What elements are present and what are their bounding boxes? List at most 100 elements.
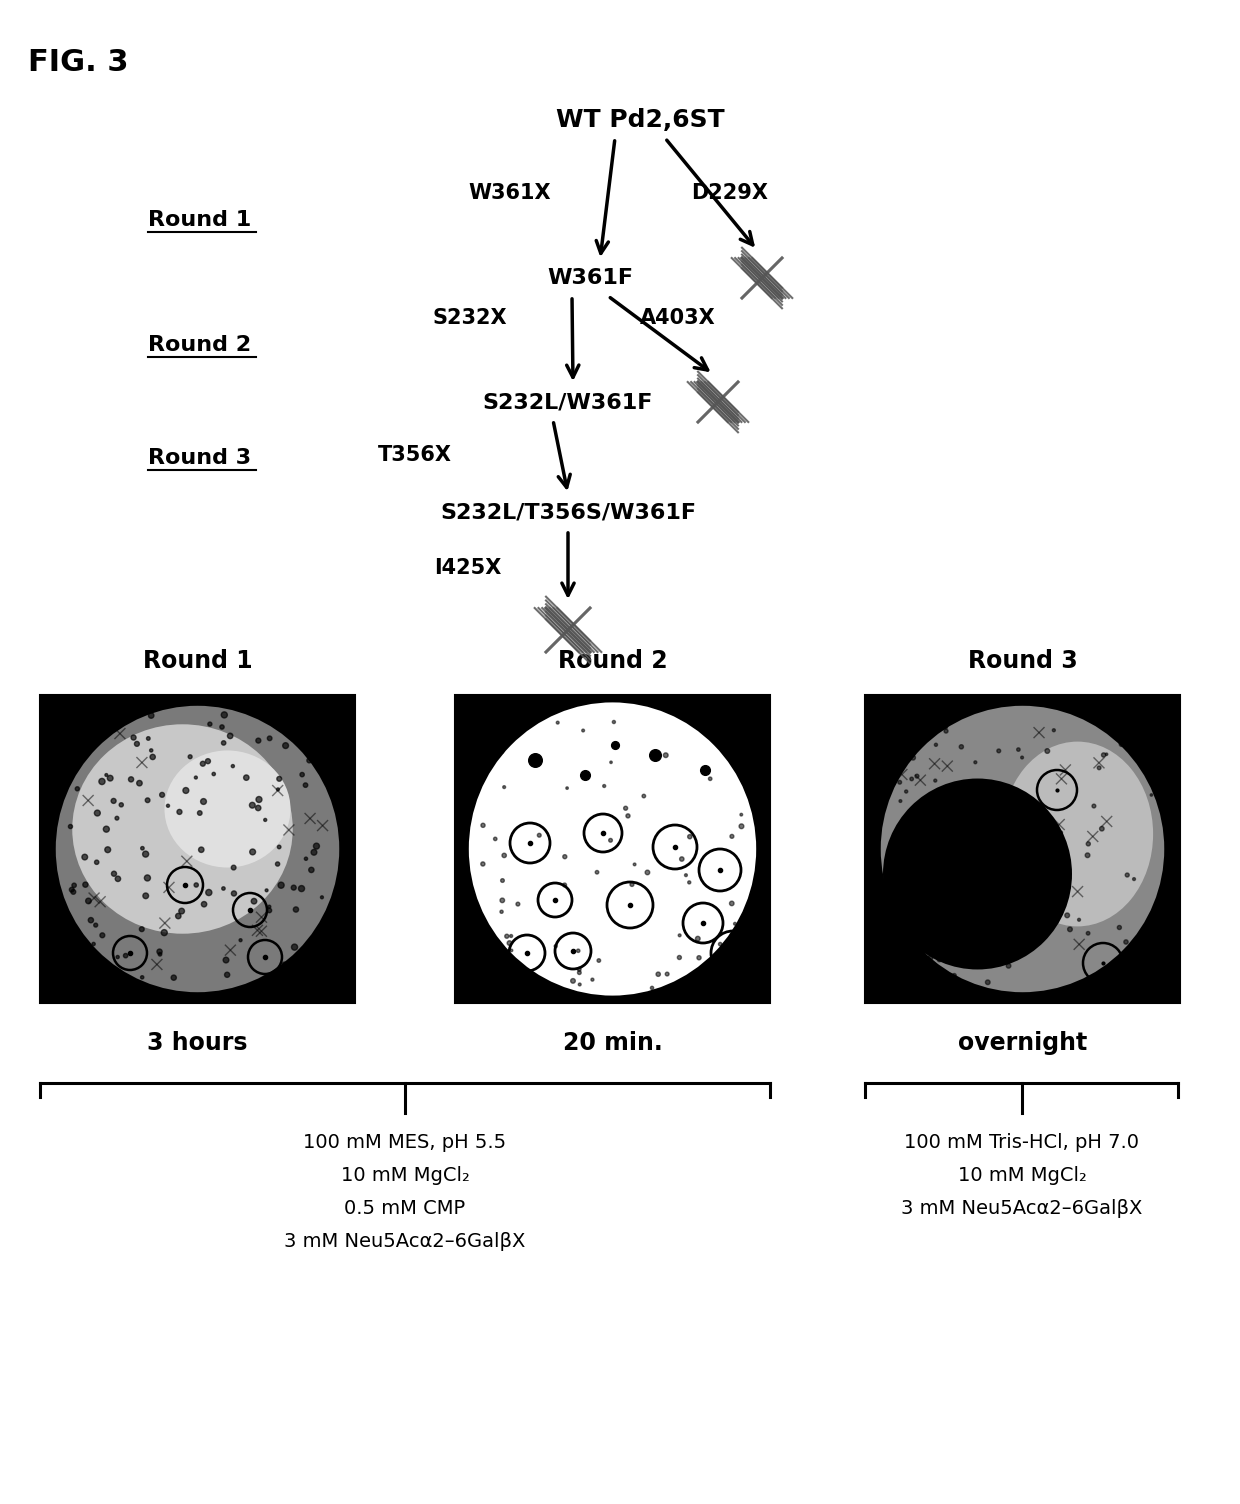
Point (926, 732, 946, 757)
Point (978, 970, 998, 994)
Point (107, 806, 126, 830)
Point (133, 836, 153, 860)
Point (301, 857, 321, 881)
Point (689, 946, 709, 970)
Point (244, 889, 264, 913)
Point (676, 863, 696, 887)
Point (243, 839, 263, 863)
Point (910, 869, 930, 893)
Point (295, 773, 315, 797)
Point (195, 892, 215, 916)
Point (601, 750, 621, 775)
Text: Round 1: Round 1 (143, 650, 252, 672)
Point (554, 872, 574, 896)
Point (583, 967, 603, 991)
Point (67, 776, 87, 800)
Point (657, 963, 677, 987)
Point (198, 749, 218, 773)
Point (97, 817, 117, 841)
Point (1092, 817, 1112, 841)
Point (112, 793, 131, 817)
Point (153, 782, 172, 806)
Point (492, 868, 512, 892)
Point (217, 963, 237, 987)
Point (497, 701, 517, 725)
Text: A403X: A403X (640, 308, 715, 328)
Point (570, 973, 590, 997)
Point (1084, 794, 1104, 818)
Point (308, 945, 327, 969)
Point (1022, 926, 1042, 951)
Point (57, 946, 77, 970)
Point (501, 938, 521, 963)
Point (71, 923, 91, 948)
Point (200, 711, 219, 735)
Point (180, 744, 200, 769)
Point (190, 802, 210, 826)
Point (212, 714, 232, 738)
Point (259, 898, 279, 922)
Point (157, 794, 177, 818)
Point (988, 738, 1008, 763)
Point (1008, 737, 1028, 761)
Text: Round 1: Round 1 (148, 211, 252, 230)
Ellipse shape (165, 750, 290, 868)
Point (649, 963, 668, 987)
Point (268, 851, 288, 875)
Point (474, 814, 494, 838)
Point (680, 871, 699, 895)
Point (1069, 908, 1089, 932)
Point (569, 961, 589, 985)
Point (83, 932, 103, 957)
Point (501, 972, 521, 996)
Point (906, 764, 926, 788)
Point (141, 704, 161, 728)
Point (221, 723, 241, 747)
Point (86, 913, 105, 937)
Point (1117, 957, 1137, 981)
Point (563, 969, 583, 993)
Point (193, 752, 213, 776)
Point (61, 815, 81, 839)
Point (994, 799, 1014, 823)
Point (722, 705, 742, 729)
Point (903, 746, 923, 770)
Point (1028, 856, 1048, 880)
Text: D229X: D229X (692, 183, 769, 203)
Point (242, 793, 262, 817)
Point (154, 920, 174, 945)
Text: S232L/W361F: S232L/W361F (482, 393, 653, 412)
Point (711, 932, 730, 957)
Point (93, 923, 113, 948)
Point (722, 824, 742, 848)
Point (1021, 814, 1040, 838)
Point (74, 845, 94, 869)
Point (500, 931, 520, 955)
Point (1125, 868, 1145, 892)
Point (1110, 916, 1130, 940)
Point (312, 886, 332, 910)
Text: WT Pd2,6ST: WT Pd2,6ST (556, 108, 724, 132)
Point (954, 859, 973, 883)
Ellipse shape (466, 699, 759, 999)
Point (304, 841, 324, 865)
Point (709, 967, 729, 991)
Point (259, 895, 279, 919)
Point (722, 892, 742, 916)
Point (150, 942, 170, 966)
Point (76, 872, 95, 896)
Point (947, 886, 967, 910)
Point (1038, 738, 1058, 763)
Text: 10 mM MgCl₂: 10 mM MgCl₂ (341, 1166, 470, 1185)
Text: 3 hours: 3 hours (148, 1032, 248, 1054)
Point (492, 889, 512, 913)
Point (890, 790, 910, 814)
Point (1078, 922, 1097, 946)
Text: overnight: overnight (957, 1032, 1087, 1054)
Point (1019, 793, 1039, 817)
Point (554, 845, 574, 869)
Text: FIG. 3: FIG. 3 (29, 48, 129, 77)
Point (508, 892, 528, 916)
Point (569, 957, 589, 981)
Point (732, 814, 751, 838)
